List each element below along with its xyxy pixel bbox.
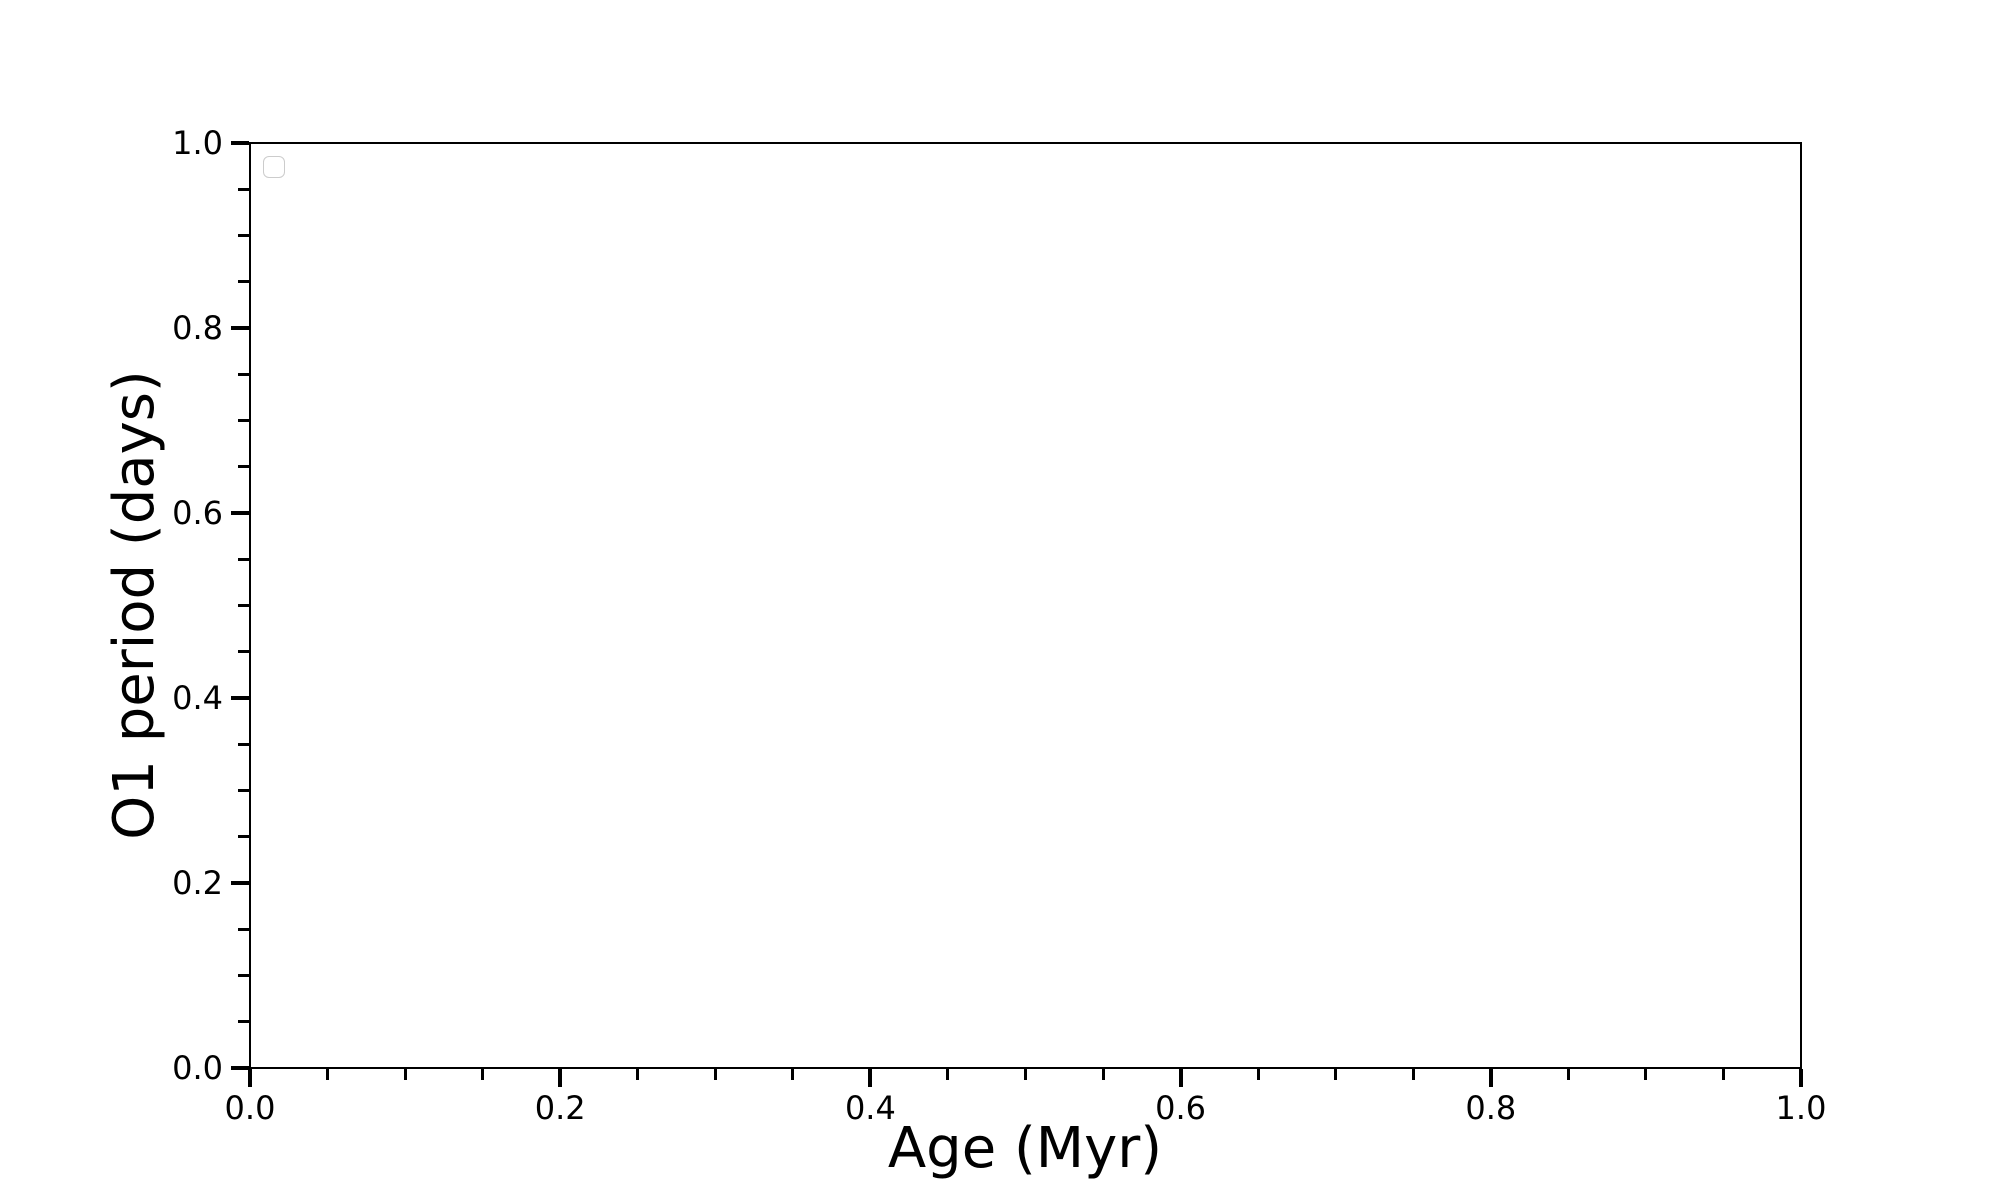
x-minor-tick (403, 1069, 407, 1080)
y-tick-label: 0.6 (172, 494, 223, 532)
y-minor-tick (238, 465, 249, 469)
x-tick-label: 0.4 (844, 1089, 896, 1127)
x-minor-tick (713, 1069, 717, 1080)
x-major-tick (1178, 1069, 1183, 1087)
legend-box (263, 156, 285, 178)
y-major-tick (231, 326, 249, 330)
y-minor-tick (238, 789, 249, 792)
x-minor-tick (1644, 1069, 1648, 1080)
x-major-tick (558, 1069, 563, 1087)
y-major-tick (231, 696, 249, 700)
y-minor-tick (238, 742, 249, 746)
y-minor-tick (238, 419, 249, 422)
x-minor-tick (636, 1069, 640, 1080)
y-minor-tick (238, 927, 249, 931)
x-minor-tick (1721, 1069, 1725, 1080)
x-minor-tick (1101, 1069, 1105, 1080)
x-minor-tick (791, 1069, 795, 1080)
y-minor-tick (238, 187, 249, 191)
x-minor-tick (1256, 1069, 1260, 1080)
x-minor-tick (326, 1069, 330, 1080)
x-major-tick (1488, 1069, 1493, 1087)
y-minor-tick (238, 835, 249, 839)
y-tick-label: 0.8 (172, 309, 223, 347)
y-tick-label: 0.0 (172, 1049, 223, 1087)
y-major-tick (231, 881, 249, 885)
y-tick-label: 1.0 (172, 124, 223, 162)
y-major-tick (231, 1066, 249, 1070)
y-minor-tick (238, 1020, 249, 1024)
x-minor-tick (1334, 1069, 1338, 1080)
x-minor-tick (1411, 1069, 1415, 1080)
plot-area (249, 142, 1802, 1069)
x-minor-tick (946, 1069, 950, 1080)
x-major-tick (868, 1069, 873, 1087)
y-tick-label: 0.4 (172, 679, 223, 717)
x-tick-label: 0.0 (224, 1089, 276, 1127)
x-tick-label: 1.0 (1775, 1089, 1827, 1127)
y-axis-label: O1 period (days) (102, 370, 168, 840)
x-tick-label: 0.6 (1155, 1089, 1207, 1127)
y-tick-label: 0.2 (172, 864, 223, 902)
x-axis-label: Age (Myr) (887, 1116, 1163, 1181)
x-major-tick (1799, 1069, 1803, 1087)
y-minor-tick (238, 372, 249, 376)
y-minor-tick (238, 604, 249, 607)
y-major-tick (231, 511, 249, 515)
y-minor-tick (238, 557, 249, 561)
y-minor-tick (238, 974, 249, 977)
x-tick-label: 0.8 (1465, 1089, 1517, 1127)
x-tick-label: 0.2 (534, 1089, 586, 1127)
y-minor-tick (238, 234, 249, 237)
y-minor-tick (238, 650, 249, 654)
x-minor-tick (1024, 1069, 1027, 1080)
y-major-tick (231, 141, 249, 145)
x-minor-tick (481, 1069, 485, 1080)
y-minor-tick (238, 280, 249, 284)
x-minor-tick (1566, 1069, 1570, 1080)
x-major-tick (248, 1069, 252, 1087)
